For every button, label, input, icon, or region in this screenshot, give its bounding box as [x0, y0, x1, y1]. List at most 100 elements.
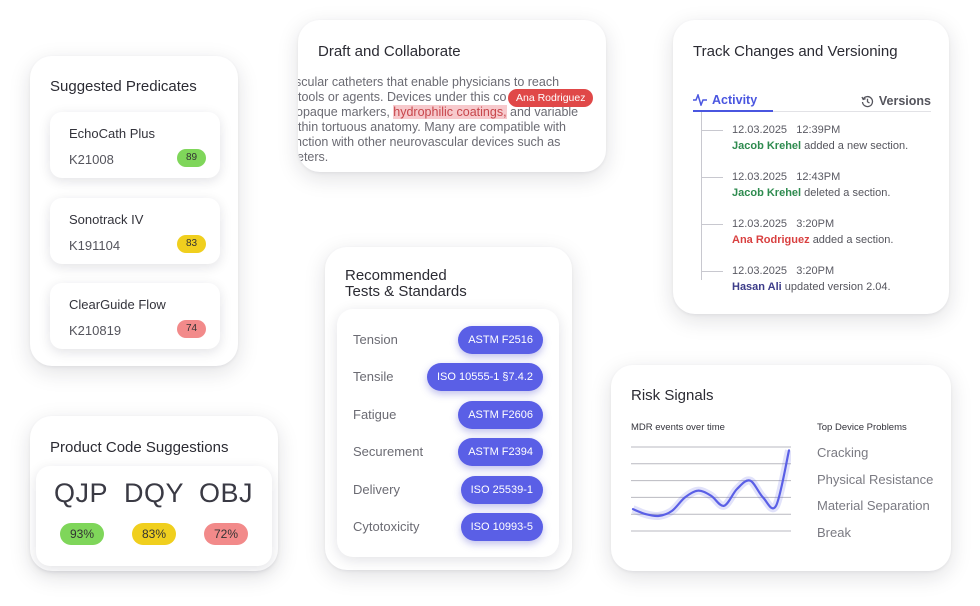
tests-list: Tension ASTM F2516 Tensile ISO 10555-1 §…: [337, 309, 559, 557]
predicate-code: K191104: [69, 238, 121, 253]
timeline-tick: [701, 224, 723, 225]
timeline-entry[interactable]: 12.03.2025 3:20PM Hasan Ali updated vers…: [701, 263, 891, 295]
standard-pill[interactable]: ISO 10993-5: [460, 513, 543, 541]
problem-item[interactable]: Break: [817, 525, 851, 540]
tab-bar: Activity Versions: [693, 90, 931, 112]
entry-time: 12:43PM: [796, 171, 841, 183]
entry-action: added a new section.: [804, 140, 909, 152]
timeline-entry[interactable]: 12.03.2025 12:43PM Jacob Krehel deleted …: [701, 169, 891, 201]
draft-text-segment: opaque markers,: [298, 105, 394, 119]
entry-date: 12.03.2025: [732, 124, 788, 136]
predicate-item-echocath[interactable]: EchoCath Plus K21008 89: [50, 112, 220, 178]
draft-line: eters.: [298, 150, 329, 164]
predicate-item-sonotrack[interactable]: Sonotrack IV K191104 83: [50, 198, 220, 264]
timeline-line: [701, 112, 702, 280]
problem-item[interactable]: Physical Resistance: [817, 472, 934, 487]
draft-document-text[interactable]: scular catheters that enable physicians …: [298, 75, 606, 165]
problem-item[interactable]: Cracking: [817, 445, 869, 460]
product-code[interactable]: QJP: [53, 478, 108, 508]
test-row: Fatigue ASTM F2606: [337, 401, 559, 429]
risk-title: Risk Signals: [631, 387, 714, 404]
standard-pill[interactable]: ASTM F2394: [458, 438, 543, 466]
timeline-tick: [701, 271, 723, 272]
chart-series-line: [631, 449, 791, 518]
predicate-score-badge: 74: [177, 320, 206, 338]
chart-series-glow: [631, 449, 791, 521]
predicate-score-badge: 89: [177, 149, 206, 167]
entry-author: Hasan Ali: [732, 281, 782, 293]
draft-line: opaque markers, hydrophilic coatings, an…: [298, 105, 606, 120]
entry-time: 12:39PM: [796, 124, 841, 136]
track-title: Track Changes and Versioning: [693, 43, 898, 60]
highlighted-edit[interactable]: hydrophilic coatings,: [393, 105, 507, 119]
entry-time: 3:20PM: [796, 218, 835, 230]
recommended-tests-card: Recommended Tests & Standards Tension AS…: [325, 247, 572, 570]
predicate-name: Sonotrack IV: [69, 212, 144, 227]
test-label: Cytotoxicity: [353, 519, 420, 534]
timeline-entry[interactable]: 12.03.2025 12:39PM Jacob Krehel added a …: [701, 122, 909, 154]
match-percent-badge: 93%: [60, 523, 104, 545]
risk-signals-card: Risk Signals MDR events over time Top De…: [611, 365, 951, 571]
draft-line: tools or agents. Devices under this co: [298, 90, 507, 104]
entry-action: updated version 2.04.: [784, 281, 891, 293]
test-label: Tensile: [353, 369, 394, 384]
draft-collaborate-card: Draft and Collaborate scular catheters t…: [298, 20, 606, 172]
test-row: Tension ASTM F2516: [337, 326, 559, 354]
entry-date: 12.03.2025: [732, 265, 788, 277]
standard-pill[interactable]: ISO 10555-1 §7.4.2: [426, 363, 543, 391]
draft-line: scular catheters that enable physicians …: [298, 75, 560, 89]
entry-date: 12.03.2025: [732, 171, 788, 183]
standard-pill[interactable]: ASTM F2606: [458, 401, 543, 429]
test-label: Securement: [353, 444, 424, 459]
entry-action: deleted a section.: [804, 187, 891, 199]
standard-pill[interactable]: ASTM F2516: [458, 326, 543, 354]
predicate-name: EchoCath Plus: [69, 126, 155, 141]
track-changes-card: Track Changes and Versioning Activity Ve…: [673, 20, 949, 314]
product-code[interactable]: OBJ: [198, 478, 253, 508]
predicate-score-badge: 83: [177, 235, 206, 253]
standard-pill[interactable]: ISO 25539-1: [460, 476, 543, 504]
timeline-tick: [701, 177, 723, 178]
test-row: Securement ASTM F2394: [337, 438, 559, 466]
tab-activity[interactable]: Activity: [693, 90, 773, 112]
test-row: Cytotoxicity ISO 10993-5: [337, 513, 559, 541]
test-row: Tensile ISO 10555-1 §7.4.2: [337, 363, 559, 391]
chart-label: MDR events over time: [631, 422, 725, 433]
suggested-predicates-card: Suggested Predicates EchoCath Plus K2100…: [30, 56, 238, 366]
problems-label: Top Device Problems: [817, 422, 907, 433]
activity-icon: [693, 94, 707, 106]
test-label: Fatigue: [353, 407, 397, 422]
predicate-item-clearguide[interactable]: ClearGuide Flow K210819 74: [50, 283, 220, 349]
draft-line: nction with other neurovascular devices …: [298, 135, 561, 149]
entry-action: added a section.: [812, 234, 894, 246]
product-code[interactable]: DQY: [124, 478, 185, 508]
match-percent-badge: 72%: [204, 523, 248, 545]
predicates-title: Suggested Predicates: [50, 78, 197, 95]
timeline-tick: [701, 130, 723, 131]
test-label: Tension: [353, 332, 398, 347]
entry-time: 3:20PM: [796, 265, 835, 277]
test-label: Delivery: [353, 482, 400, 497]
tab-versions-label: Versions: [878, 94, 931, 108]
mdr-events-chart: [631, 446, 791, 532]
tab-versions[interactable]: Versions: [861, 90, 931, 112]
tests-title-line2: Tests & Standards: [345, 283, 467, 300]
tests-title-line1: Recommended: [345, 267, 447, 284]
entry-date: 12.03.2025: [732, 218, 788, 230]
draft-text-segment: and variable: [506, 105, 579, 119]
predicate-name: ClearGuide Flow: [69, 297, 166, 312]
draft-title: Draft and Collaborate: [318, 43, 461, 60]
entry-author: Jacob Krehel: [732, 187, 802, 199]
predicate-code: K210819: [69, 323, 122, 338]
entry-author: Jacob Krehel: [732, 140, 802, 152]
history-icon: [861, 95, 873, 107]
match-percent-badge: 83%: [132, 523, 176, 545]
draft-line: thin tortuous anatomy. Many are compatib…: [298, 120, 566, 134]
product-codes-panel: QJP DQY OBJ 93% 83% 72%: [36, 466, 272, 566]
tab-activity-label: Activity: [712, 93, 758, 107]
product-title: Product Code Suggestions: [50, 439, 229, 456]
timeline-entry[interactable]: 12.03.2025 3:20PM Ana Rodriguez added a …: [701, 216, 894, 248]
problem-item[interactable]: Material Separation: [817, 498, 930, 513]
tests-title: Recommended Tests & Standards: [345, 268, 467, 300]
collaborator-cursor-tag: Ana Rodriguez: [508, 89, 594, 107]
